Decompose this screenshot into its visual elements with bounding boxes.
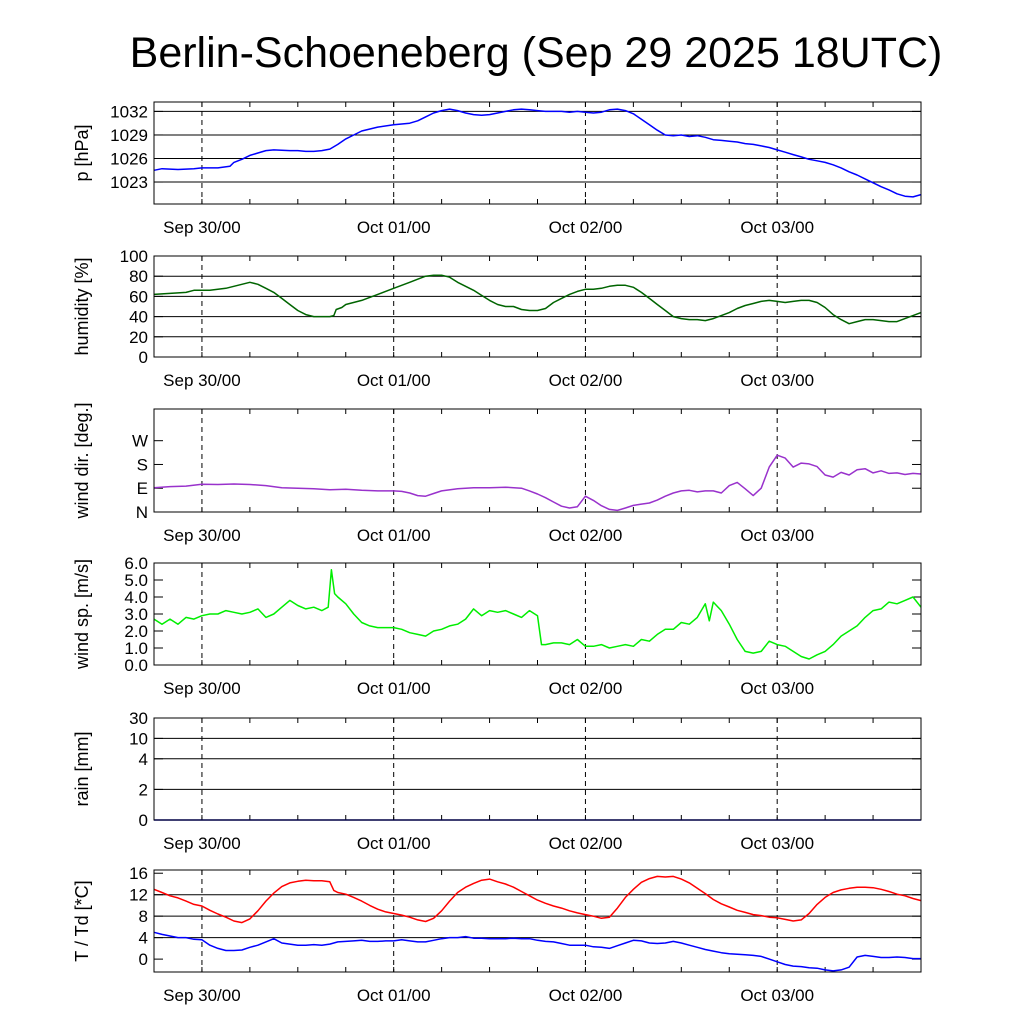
wind_speed-y-tick-label: 4.0	[124, 588, 148, 607]
rain-day-label: Oct 01/00	[357, 834, 431, 853]
humidity-frame	[153, 255, 922, 358]
rain-day-label: Oct 03/00	[740, 834, 814, 853]
wind_speed-y-tick-label: 0.0	[124, 656, 148, 675]
wind_speed-y-tick-label: 3.0	[124, 605, 148, 624]
rain-y-tick-label: 4	[139, 750, 148, 769]
pressure-y-tick-label: 1026	[110, 149, 148, 168]
pressure-series-pressure	[153, 108, 922, 198]
humidity-panel: Sep 30/00 Oct 01/00 Oct 02/00 Oct 03/00 0204…	[72, 247, 922, 390]
temperature-y-tick-label: 0	[139, 950, 148, 969]
wind_speed-frame	[153, 562, 922, 666]
temperature-series-td	[153, 931, 921, 972]
humidity-day-label: Oct 02/00	[549, 371, 623, 390]
temperature-frame	[153, 869, 922, 973]
wind_dir-day-label: Oct 03/00	[740, 526, 814, 545]
humidity-y-tick-label: 100	[120, 247, 148, 266]
temperature-y-tick-label: 16	[129, 864, 148, 883]
temperature-day-label: Oct 03/00	[740, 986, 814, 1005]
humidity-y-tick-label: 40	[129, 308, 148, 327]
rain-y-tick-label: 30	[129, 709, 148, 728]
wind_speed-y-tick-label: 2.0	[124, 622, 148, 641]
temperature-day-label: Oct 02/00	[549, 986, 623, 1005]
wind_speed-y-tick-label: 1.0	[124, 639, 148, 658]
rain-day-label: Sep 30/00	[163, 834, 241, 853]
humidity-y-tick-label: 20	[129, 328, 148, 347]
wind_dir-day-label: Oct 01/00	[357, 526, 431, 545]
humidity-y-tick-label: 60	[129, 287, 148, 306]
wind_speed-y-tick-label: 6.0	[124, 554, 148, 573]
temperature-panel: Sep 30/00 Oct 01/00 Oct 02/00 Oct 03/00 0 4 8 1…	[72, 864, 922, 1005]
wind_dir-y-tick-label: S	[137, 455, 148, 474]
pressure-day-label: Oct 02/00	[549, 218, 623, 237]
wind_dir-frame	[153, 408, 922, 513]
wind_speed-day-label: Sep 30/00	[163, 679, 241, 698]
pressure-y-tick-label: 1032	[110, 102, 148, 121]
pressure-y-tick-label: 1029	[110, 126, 148, 145]
wind_dir-y-tick-label: E	[137, 479, 148, 498]
wind_speed-panel: Sep 30/00 Oct 01/00 Oct 02/00 Oct 03/00 0.01…	[72, 554, 922, 698]
rain-y-tick-label: 2	[139, 780, 148, 799]
wind_dir-y-tick-label: N	[136, 503, 148, 522]
wind_dir-ylabel: wind dir. [deg.]	[72, 402, 92, 519]
pressure-frame	[153, 101, 922, 205]
pressure-day-label: Oct 01/00	[357, 218, 431, 237]
wind_speed-day-label: Oct 03/00	[740, 679, 814, 698]
wind_dir-day-label: Sep 30/00	[163, 526, 241, 545]
rain-y-tick-label: 0	[139, 811, 148, 830]
temperature-day-label: Sep 30/00	[163, 986, 241, 1005]
temperature-y-tick-label: 8	[139, 907, 148, 926]
wind_speed-series-wind-speed	[153, 569, 922, 660]
humidity-ylabel: humidity [%]	[72, 257, 92, 355]
humidity-day-label: Sep 30/00	[163, 371, 241, 390]
temperature-y-tick-label: 12	[129, 886, 148, 905]
rain-frame	[153, 717, 922, 821]
chart-title: Berlin-Schoeneberg (Sep 29 2025 18UTC)	[130, 29, 943, 77]
humidity-y-tick-label: 80	[129, 267, 148, 286]
humidity-series-humidity	[153, 274, 922, 325]
humidity-day-label: Oct 03/00	[740, 371, 814, 390]
wind_dir-series-wind-direction	[153, 454, 922, 512]
wind_dir-day-label: Oct 02/00	[549, 526, 623, 545]
pressure-ylabel: p [hPa]	[72, 124, 92, 181]
temperature-day-label: Oct 01/00	[357, 986, 431, 1005]
humidity-day-label: Oct 01/00	[357, 371, 431, 390]
rain-y-tick-label: 10	[129, 729, 148, 748]
humidity-y-tick-label: 0	[139, 348, 148, 367]
pressure-panel: Sep 30/00 Oct 01/00 Oct 02/00 Oct 03/00 1023…	[72, 101, 922, 237]
pressure-day-label: Sep 30/00	[163, 218, 241, 237]
wind_speed-ylabel: wind sp. [m/s]	[72, 559, 92, 670]
rain-ylabel: rain [mm]	[72, 731, 92, 806]
rain-panel: Sep 30/00 Oct 01/00 Oct 02/00 Oct 03/00 0 2 4 1…	[72, 709, 922, 853]
wind_dir-y-tick-label: W	[132, 432, 148, 451]
wind_speed-y-tick-label: 5.0	[124, 571, 148, 590]
pressure-y-tick-label: 1023	[110, 173, 148, 192]
temperature-series-t	[153, 875, 922, 924]
wind_speed-day-label: Oct 02/00	[549, 679, 623, 698]
pressure-day-label: Oct 03/00	[740, 218, 814, 237]
temperature-ylabel: T / Td [*C]	[72, 880, 92, 961]
wind_dir-panel: Sep 30/00 Oct 01/00 Oct 02/00 Oct 03/00 NESW…	[72, 402, 922, 545]
rain-day-label: Oct 02/00	[549, 834, 623, 853]
wind_speed-day-label: Oct 01/00	[357, 679, 431, 698]
temperature-y-tick-label: 4	[139, 929, 148, 948]
